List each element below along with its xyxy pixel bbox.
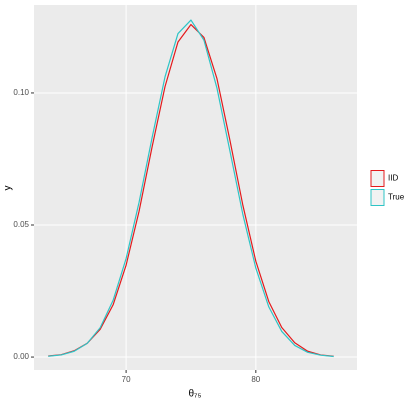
y-tick-label: 0.00 bbox=[13, 352, 29, 361]
panel bbox=[34, 5, 357, 370]
y-axis-label: y bbox=[3, 186, 14, 191]
x-tick-label: 70 bbox=[122, 375, 131, 384]
y-tick-label: 0.10 bbox=[13, 88, 29, 97]
legend-key bbox=[370, 170, 385, 187]
legend-key bbox=[370, 189, 385, 206]
x-axis-label: θ₇₅ bbox=[188, 389, 201, 400]
legend-label: IID bbox=[388, 174, 398, 183]
legend-label: True bbox=[388, 193, 405, 202]
x-tick-label: 80 bbox=[251, 375, 260, 384]
density-line bbox=[48, 19, 334, 358]
y-tick-label: 0.05 bbox=[13, 220, 29, 229]
density-line bbox=[48, 23, 334, 357]
